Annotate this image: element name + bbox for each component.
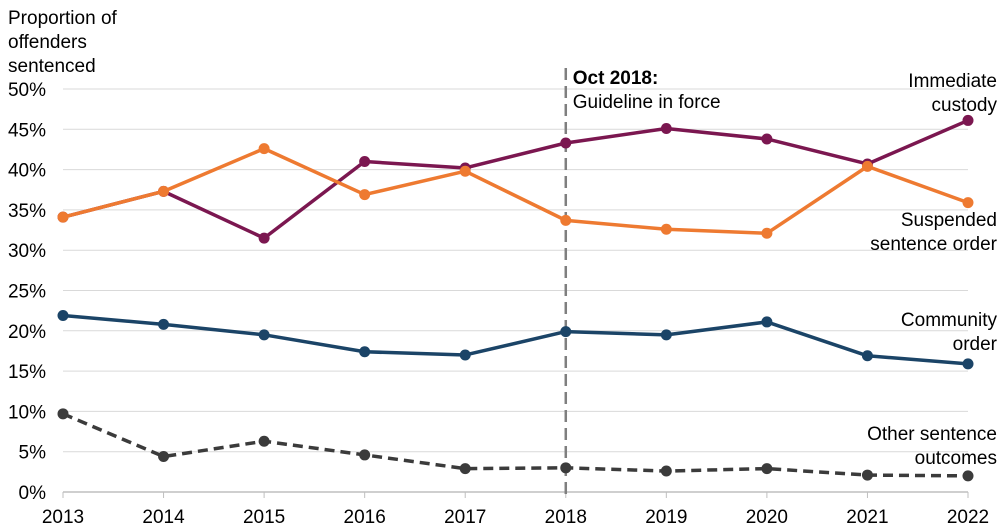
data-point [158,185,170,197]
data-point [660,122,672,134]
series-label: Immediate [908,71,997,92]
gridlines [63,88,968,493]
x-tick-label: 2013 [42,507,84,528]
data-point [761,133,773,145]
data-point [861,350,873,362]
data-point [57,309,69,321]
series-label: Suspended [901,210,997,231]
data-point [861,160,873,172]
y-tick-label: 35% [8,201,46,222]
data-point [258,143,270,155]
data-point [258,232,270,244]
data-point [560,462,572,474]
y-tick-label: 45% [8,120,46,141]
data-point [258,435,270,447]
series-label: Other sentence [867,424,997,445]
series-labels: Immediate custody Suspended sentence order C… [867,71,998,469]
series-label: sentence order [870,234,997,255]
data-point [660,223,672,235]
x-tick-label: 2022 [947,507,989,528]
data-point [459,165,471,177]
series-line [62,118,969,240]
guideline-annotation-text: Guideline in force [573,92,721,113]
data-point [158,451,170,463]
x-tick-label: 2021 [846,507,888,528]
series [57,309,974,370]
x-axis-ticks: 2013 2014 2015 2016 2017 2018 2019 2020 2021 2022 [42,492,989,528]
data-point [258,329,270,341]
y-axis-title-line: sentenced [8,56,96,77]
data-point [158,318,170,330]
y-tick-label: 10% [8,402,46,423]
series-line [62,412,969,478]
y-axis-title-line: Proportion of [8,8,118,29]
data-point [459,349,471,361]
series [57,143,974,239]
data-point [962,358,974,370]
y-tick-label: 50% [8,80,46,101]
y-tick-label: 40% [8,161,46,182]
x-tick-label: 2018 [545,507,587,528]
data-point [962,114,974,126]
series [57,408,974,482]
x-tick-label: 2014 [142,507,185,528]
data-point [359,189,371,201]
y-tick-label: 20% [8,322,46,343]
x-tick-label: 2020 [746,507,788,528]
data-point [459,463,471,475]
series-label: Community [901,310,998,331]
y-tick-label: 0% [19,483,47,504]
series-line [62,146,969,236]
y-axis-title: Proportion of offenders sentenced [8,8,118,77]
data-point [359,449,371,461]
data-point [57,408,69,420]
data-point [861,469,873,481]
y-axis-ticks: 0% 5% 10% 15% 20% 25% 30% 35% 40% 45% 50% [8,80,46,504]
series-label: order [953,334,998,355]
data-point [57,211,69,223]
y-tick-label: 5% [19,443,47,464]
data-point [660,329,672,341]
x-tick-label: 2017 [444,507,486,528]
x-tick-label: 2019 [645,507,687,528]
data-point [962,197,974,209]
data-point [962,470,974,482]
data-point [761,316,773,328]
series-label: outcomes [915,448,997,469]
guideline-annotation-title: Oct 2018: [573,68,659,89]
x-tick-label: 2015 [243,507,285,528]
data-point [359,346,371,358]
y-axis-title-line: offenders [8,32,87,53]
data-point [761,227,773,239]
series-group [57,114,974,482]
y-tick-label: 30% [8,241,46,262]
data-point [560,326,572,338]
x-tick-label: 2016 [344,507,386,528]
data-point [359,156,371,168]
y-tick-label: 25% [8,282,46,303]
data-point [560,137,572,149]
data-point [660,465,672,477]
y-tick-label: 15% [8,362,46,383]
series-line [62,313,969,366]
series-label: custody [932,95,998,116]
data-point [761,463,773,475]
data-point [560,214,572,226]
